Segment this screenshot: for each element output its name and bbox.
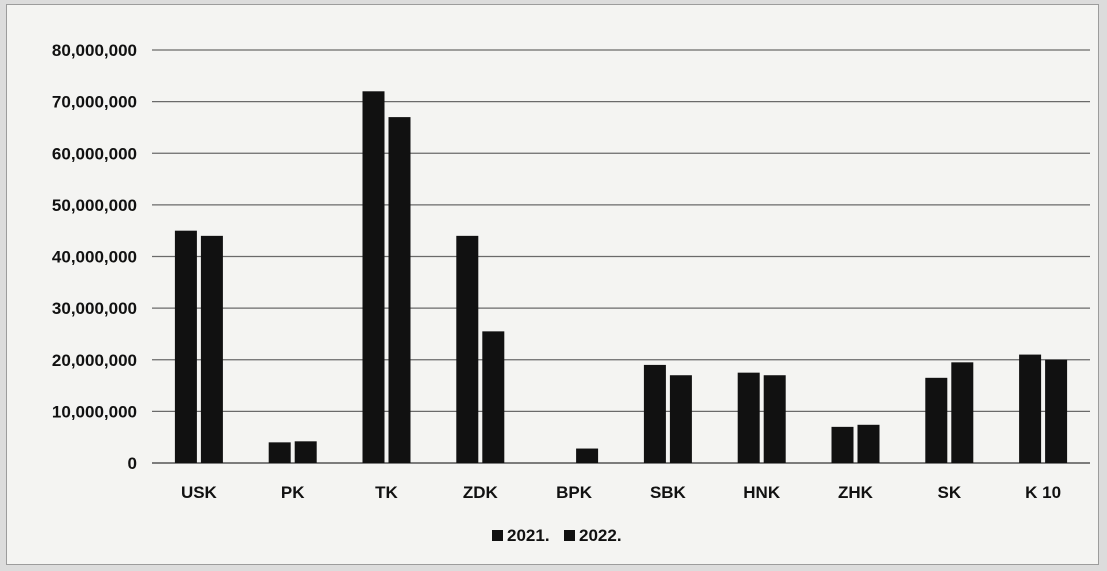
y-tick-label: 60,000,000: [52, 144, 137, 163]
y-tick-label: 10,000,000: [52, 402, 137, 421]
y-tick-label: 0: [128, 454, 137, 473]
x-category-label: ZDK: [463, 483, 499, 502]
bar-pk-series-2: [294, 441, 317, 463]
bar-zhk-series-1: [831, 426, 854, 463]
y-tick-label: 70,000,000: [52, 93, 137, 112]
y-axis-tick-labels: 0 10,000,000 20,000,000 30,000,000 40,000,00…: [52, 41, 137, 473]
y-tick-label: 30,000,000: [52, 299, 137, 318]
bar-tk-series-2: [388, 117, 411, 464]
bar-sk-series-1: [925, 377, 948, 463]
x-category-label: SK: [937, 483, 961, 502]
bar-hnk-series-1: [737, 372, 760, 463]
x-category-label: USK: [181, 483, 218, 502]
y-tick-label: 80,000,000: [52, 41, 137, 60]
y-tick-label: 20,000,000: [52, 351, 137, 370]
x-axis-category-labels: USK PK TK ZDK BPK SBK HNK ZHK SK K 10: [181, 483, 1061, 502]
legend-swatch: [564, 530, 575, 541]
bar-sk-series-2: [951, 362, 974, 463]
x-category-label: PK: [281, 483, 305, 502]
x-category-label: K 10: [1025, 483, 1061, 502]
legend: 2021. 2022.: [492, 526, 622, 545]
bar-tk-series-1: [362, 91, 385, 464]
legend-swatch: [492, 530, 503, 541]
legend-label: 2021.: [507, 526, 550, 545]
bar-pk-series-1: [268, 442, 291, 463]
bar-hnk-series-2: [763, 375, 786, 463]
y-tick-label: 40,000,000: [52, 248, 137, 267]
bar-zdk-series-2: [482, 331, 505, 463]
bar-zhk-series-2: [857, 424, 880, 463]
x-category-label: BPK: [556, 483, 593, 502]
bar-zdk-series-1: [456, 235, 479, 463]
x-category-label: ZHK: [838, 483, 874, 502]
x-category-label: SBK: [650, 483, 687, 502]
bars: [174, 91, 1068, 464]
bar-k-10-series-2: [1045, 359, 1068, 463]
legend-label: 2022.: [579, 526, 622, 545]
x-category-label: TK: [375, 483, 398, 502]
bar-usk-series-2: [200, 235, 223, 463]
x-category-label: HNK: [743, 483, 781, 502]
bar-sbk-series-2: [669, 375, 692, 463]
y-tick-label: 50,000,000: [52, 196, 137, 215]
gridlines: [152, 49, 1090, 464]
bar-usk-series-1: [174, 230, 197, 463]
bar-bpk-series-2: [576, 448, 599, 463]
bar-sbk-series-1: [643, 364, 666, 463]
bar-k-10-series-1: [1019, 354, 1042, 463]
